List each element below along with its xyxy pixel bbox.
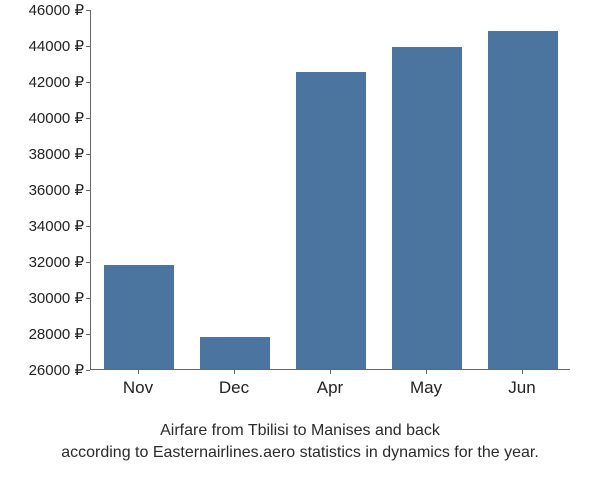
- y-tick-label: 30000 ₽: [4, 289, 84, 307]
- x-tick-label: Apr: [317, 378, 343, 398]
- airfare-bar-chart: 26000 ₽ 28000 ₽ 30000 ₽ 32000 ₽ 34000 ₽ 36000…: [0, 0, 600, 500]
- y-tick-label: 34000 ₽: [4, 217, 84, 235]
- x-tick-mark: [522, 370, 523, 374]
- y-tick-mark: [86, 10, 90, 11]
- y-tick-label: 42000 ₽: [4, 73, 84, 91]
- y-tick-mark: [86, 46, 90, 47]
- caption-line-2: according to Easternairlines.aero statis…: [61, 444, 539, 461]
- y-tick-label: 44000 ₽: [4, 37, 84, 55]
- y-tick-label: 36000 ₽: [4, 181, 84, 199]
- y-tick-mark: [86, 298, 90, 299]
- x-tick-mark: [138, 370, 139, 374]
- y-tick-mark: [86, 334, 90, 335]
- y-tick-mark: [86, 118, 90, 119]
- bar: [392, 47, 461, 369]
- x-tick-label: Jun: [508, 378, 535, 398]
- y-tick-mark: [86, 262, 90, 263]
- bar: [200, 337, 269, 369]
- chart-caption: Airfare from Tbilisi to Manises and back…: [0, 420, 600, 463]
- bar: [488, 31, 557, 369]
- bar: [296, 72, 365, 369]
- y-tick-mark: [86, 82, 90, 83]
- x-tick-mark: [234, 370, 235, 374]
- x-tick-label: May: [410, 378, 442, 398]
- x-tick-label: Nov: [123, 378, 153, 398]
- bar: [104, 265, 173, 369]
- y-tick-mark: [86, 154, 90, 155]
- y-tick-label: 28000 ₽: [4, 325, 84, 343]
- caption-line-1: Airfare from Tbilisi to Manises and back: [160, 422, 440, 439]
- y-tick-label: 32000 ₽: [4, 253, 84, 271]
- y-tick-label: 38000 ₽: [4, 145, 84, 163]
- y-tick-mark: [86, 226, 90, 227]
- x-tick-label: Dec: [219, 378, 249, 398]
- y-tick-label: 26000 ₽: [4, 361, 84, 379]
- y-tick-label: 40000 ₽: [4, 109, 84, 127]
- y-tick-mark: [86, 370, 90, 371]
- x-tick-mark: [330, 370, 331, 374]
- x-tick-mark: [426, 370, 427, 374]
- y-tick-mark: [86, 190, 90, 191]
- y-tick-label: 46000 ₽: [4, 1, 84, 19]
- plot-area: [90, 10, 570, 370]
